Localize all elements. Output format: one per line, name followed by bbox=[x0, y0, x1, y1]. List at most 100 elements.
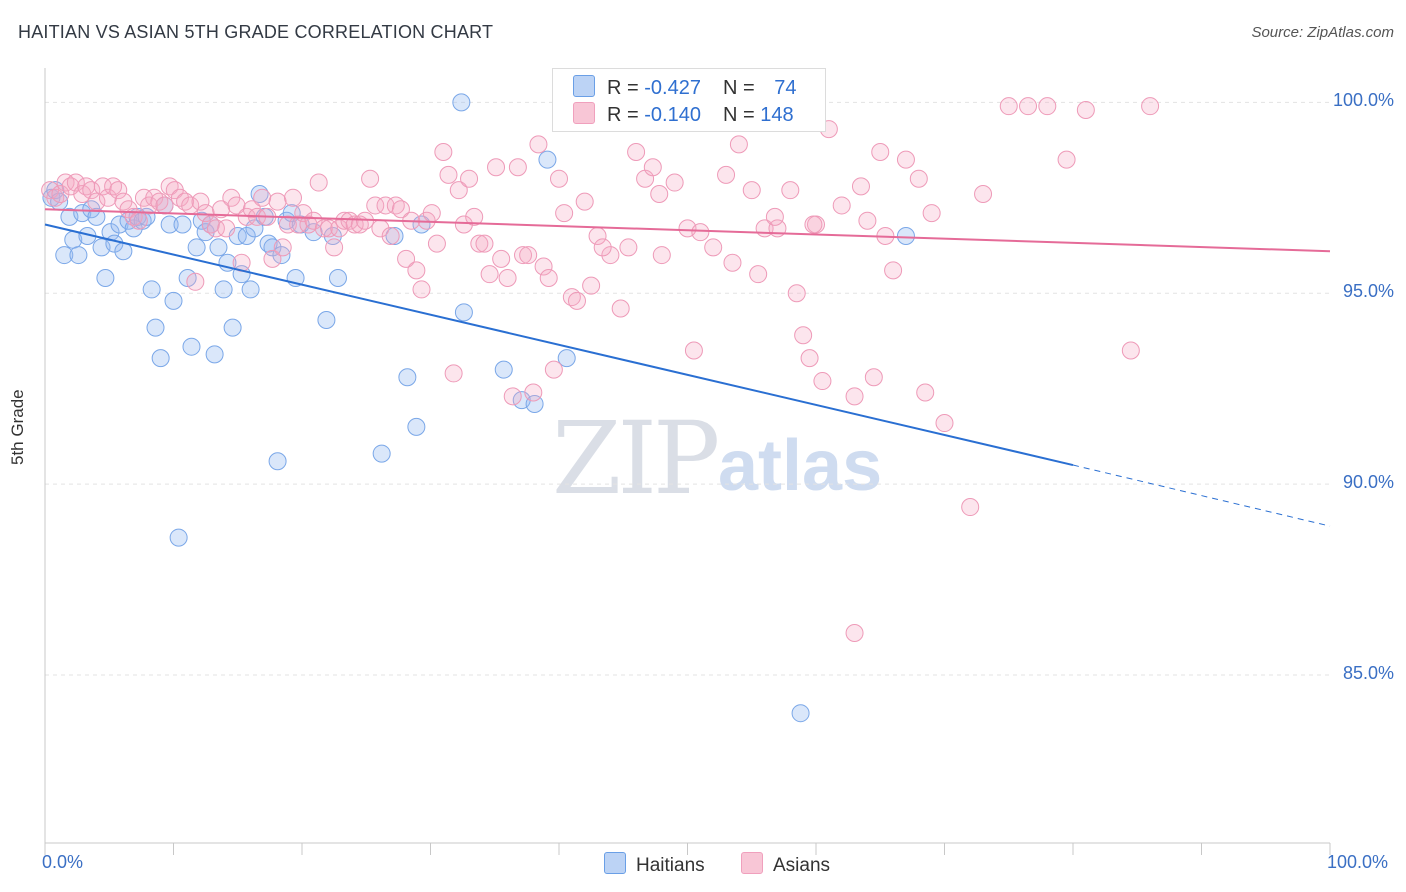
asians-point-141 bbox=[935, 414, 954, 433]
haitians-point-40 bbox=[223, 318, 242, 337]
bottom-asians-label: Asians bbox=[773, 855, 831, 876]
asians-point-81 bbox=[460, 169, 479, 188]
asians-point-10 bbox=[93, 177, 112, 196]
haitians-point-60 bbox=[372, 444, 391, 463]
asians-n-value: 148 bbox=[760, 104, 794, 126]
asians-point-93 bbox=[524, 383, 543, 402]
asians-point-89 bbox=[503, 387, 522, 406]
asians-point-84 bbox=[475, 234, 494, 253]
haitians-point-38 bbox=[214, 280, 233, 299]
asians-point-94 bbox=[529, 135, 548, 154]
haitians-point-50 bbox=[268, 452, 287, 471]
asians-point-118 bbox=[729, 135, 748, 154]
haitians-point-66 bbox=[454, 303, 473, 322]
asians-point-131 bbox=[845, 387, 864, 406]
haitians-point-69 bbox=[525, 394, 544, 413]
haitians-point-32 bbox=[187, 238, 206, 257]
asians-point-119 bbox=[742, 181, 761, 200]
asians-point-151 bbox=[845, 624, 864, 643]
asians-point-75 bbox=[427, 234, 446, 253]
haitians-point-71 bbox=[557, 349, 576, 368]
asians-point-34 bbox=[217, 219, 236, 238]
haitians-point-28 bbox=[169, 528, 188, 547]
haitians-point-29 bbox=[173, 215, 192, 234]
haitians-point-31 bbox=[182, 337, 201, 356]
haitians-point-65 bbox=[452, 93, 471, 112]
asians-point-92 bbox=[519, 246, 538, 265]
asians-point-87 bbox=[492, 249, 511, 268]
asians-n-label: N = bbox=[722, 104, 761, 126]
asians-point-54 bbox=[319, 219, 338, 238]
asians-point-13 bbox=[109, 181, 128, 200]
asians-point-5 bbox=[66, 173, 85, 192]
asians-point-74 bbox=[422, 204, 441, 223]
haitians-trend-line bbox=[44, 223, 1074, 467]
asians-point-148 bbox=[1076, 100, 1095, 119]
asians-point-103 bbox=[582, 276, 601, 295]
asians-point-150 bbox=[1121, 341, 1140, 360]
haitians-n-value: 74 bbox=[774, 77, 797, 99]
haitians-point-62 bbox=[398, 368, 417, 387]
haitians-point-26 bbox=[160, 215, 179, 234]
asians-point-63 bbox=[366, 196, 385, 215]
asians-point-130 bbox=[832, 196, 851, 215]
haitians-point-27 bbox=[164, 291, 183, 310]
stats-legend: R = -0.427 N = 74 R = -0.140 N = 148 bbox=[552, 68, 826, 132]
haitians-point-57 bbox=[317, 310, 336, 329]
haitians-point-43 bbox=[237, 226, 256, 245]
y-tick-label-85: 85.0% bbox=[1342, 663, 1394, 684]
haitians-trend-extension bbox=[1072, 464, 1331, 527]
haitians-point-59 bbox=[328, 268, 347, 287]
haitians-r-value: -0.427 bbox=[644, 77, 701, 99]
asians-point-147 bbox=[1057, 150, 1076, 169]
asians-point-22 bbox=[155, 196, 174, 215]
asians-point-71 bbox=[407, 261, 426, 280]
bottom-haitians-label: Haitians bbox=[636, 855, 705, 876]
asians-point-43 bbox=[263, 249, 282, 268]
bottom-legend-haitians: Haitians bbox=[604, 852, 705, 877]
asians-point-2 bbox=[51, 184, 70, 203]
asians-point-32 bbox=[206, 219, 225, 238]
asians-r-value: -0.140 bbox=[644, 104, 701, 126]
asians-point-55 bbox=[325, 238, 344, 257]
asians-point-117 bbox=[717, 165, 736, 184]
asians-point-52 bbox=[309, 173, 328, 192]
haitians-point-7 bbox=[73, 204, 92, 223]
y-tick-label-95: 95.0% bbox=[1342, 281, 1394, 302]
legend-row-asians: R = -0.140 N = 148 bbox=[573, 102, 794, 127]
asians-point-17 bbox=[129, 211, 148, 230]
asians-trend-line bbox=[44, 208, 1331, 253]
haitians-n-label: N = bbox=[722, 77, 761, 99]
asians-point-45 bbox=[273, 238, 292, 257]
asians-point-135 bbox=[871, 142, 890, 161]
asians-point-139 bbox=[916, 383, 935, 402]
legend-row-haitians: R = -0.427 N = 74 bbox=[573, 75, 796, 100]
asians-point-132 bbox=[851, 177, 870, 196]
asians-point-146 bbox=[1038, 97, 1057, 116]
bottom-legend-asians: Asians bbox=[741, 852, 830, 877]
asians-point-68 bbox=[391, 200, 410, 219]
asians-point-102 bbox=[575, 192, 594, 211]
watermark-zip: ZIP bbox=[552, 400, 720, 517]
asians-point-91 bbox=[514, 246, 533, 265]
asians-point-48 bbox=[289, 215, 308, 234]
asians-point-30 bbox=[196, 204, 215, 223]
asians-point-124 bbox=[787, 284, 806, 303]
asians-point-57 bbox=[335, 211, 354, 230]
asians-point-36 bbox=[227, 196, 246, 215]
asians-point-78 bbox=[444, 364, 463, 383]
haitians-swatch bbox=[573, 75, 595, 97]
haitians-point-24 bbox=[151, 349, 170, 368]
asians-swatch bbox=[573, 102, 595, 124]
asians-point-33 bbox=[212, 200, 231, 219]
asians-point-95 bbox=[534, 257, 553, 276]
asians-point-157 bbox=[804, 215, 823, 234]
chart-title: HAITIAN VS ASIAN 5TH GRADE CORRELATION C… bbox=[18, 22, 494, 42]
asians-point-133 bbox=[858, 211, 877, 230]
asians-point-46 bbox=[278, 215, 297, 234]
asians-point-154 bbox=[650, 184, 669, 203]
asians-point-85 bbox=[480, 265, 499, 284]
asians-point-142 bbox=[961, 498, 980, 517]
asians-point-136 bbox=[884, 261, 903, 280]
asians-point-41 bbox=[253, 188, 272, 207]
